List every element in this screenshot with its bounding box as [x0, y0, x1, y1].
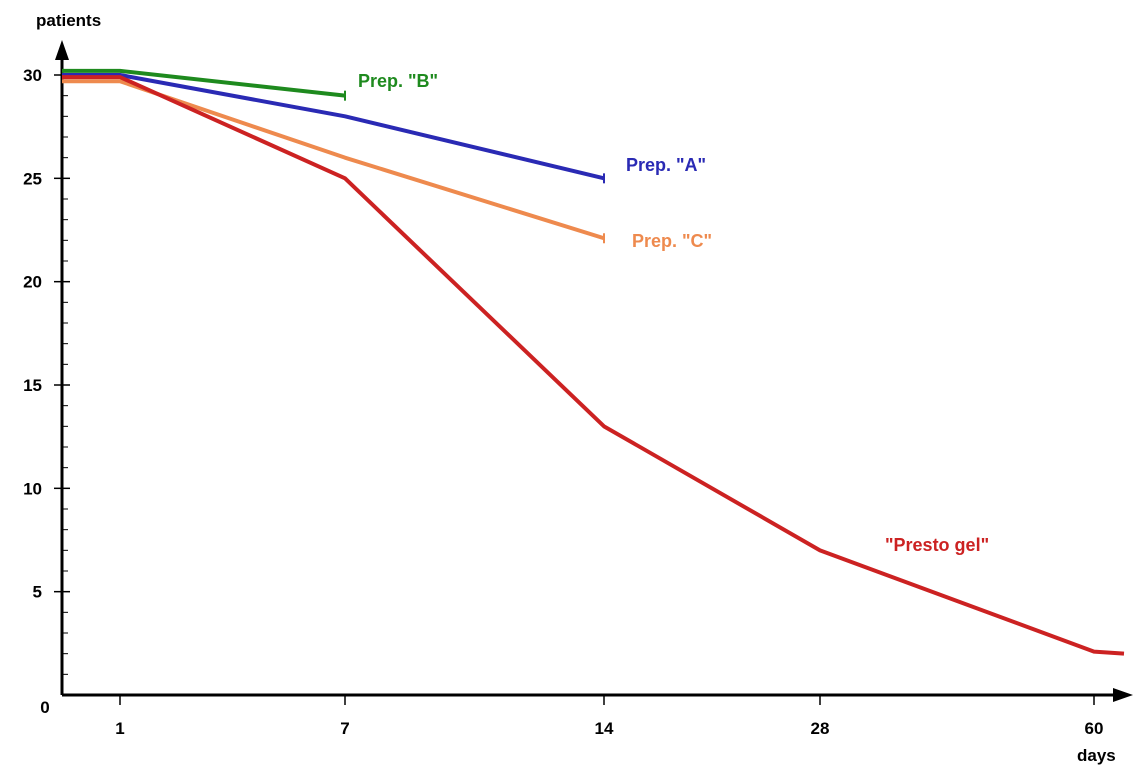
x-axis-title: days: [1077, 746, 1116, 765]
series-line: [62, 73, 605, 181]
series-line: [62, 79, 605, 241]
y-tick-label: 5: [33, 583, 42, 602]
series-line: [62, 68, 346, 98]
y-tick-label: 10: [23, 479, 42, 498]
y-tick-label: 20: [23, 273, 42, 292]
series-label-presto-gel: "Presto gel": [885, 535, 989, 555]
y-tick-label: 30: [23, 66, 42, 85]
x-axis-arrow: [1113, 688, 1133, 702]
x-ticks: 0 1 7 14 28 60: [40, 695, 1103, 738]
y-axis-arrow: [55, 40, 69, 60]
series-label-prep-a: Prep. "A": [626, 155, 706, 175]
series-label-prep-c: Prep. "C": [632, 231, 712, 251]
x-tick-label: 1: [115, 719, 124, 738]
y-minor-ticks: [62, 95, 68, 675]
y-tick-label: 25: [23, 169, 42, 188]
y-tick-label: 15: [23, 376, 42, 395]
x-tick-label: 60: [1085, 719, 1104, 738]
series-labels: Prep. "B" Prep. "A" Prep. "C" "Presto ge…: [358, 71, 989, 555]
x-tick-label: 7: [340, 719, 349, 738]
x-tick-label: 0: [40, 698, 49, 717]
x-tick-label: 28: [811, 719, 830, 738]
x-tick-label: 14: [595, 719, 614, 738]
series-line: [62, 75, 1125, 656]
series-lines: [62, 68, 1125, 656]
axes: patients days: [36, 11, 1133, 765]
series-label-prep-b: Prep. "B": [358, 71, 438, 91]
y-axis-title: patients: [36, 11, 101, 30]
